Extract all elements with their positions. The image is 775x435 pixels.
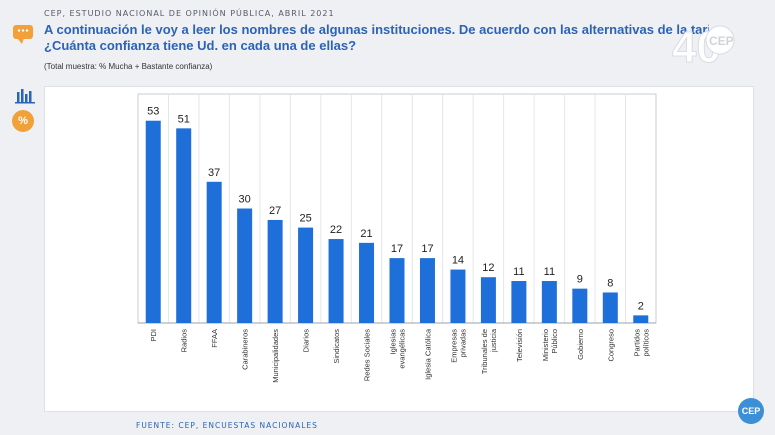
- bars-group: [145, 120, 649, 323]
- category-label: Redes Sociales: [363, 329, 372, 381]
- value-label: 17: [421, 243, 433, 255]
- category-label-text: Público: [550, 329, 559, 354]
- category-labels-group: PDI Radios FFAA Carabineros Municipalidades D…: [149, 328, 650, 383]
- category-label-text: Ministerio: [541, 329, 550, 361]
- category-label-text: Iglesia Católica: [423, 328, 432, 380]
- category-label-text: privadas: [458, 329, 467, 358]
- bar-municipalidades: [267, 219, 283, 323]
- logo-brand: CEP: [709, 34, 734, 48]
- category-label-text: Televisión: [515, 329, 524, 362]
- category-label: Televisión: [515, 329, 524, 362]
- category-label: Iglesias evangélicas: [389, 329, 407, 369]
- value-label: 2: [638, 300, 644, 312]
- category-label-text: Gobierno: [576, 329, 585, 360]
- category-label-text: FFAA: [210, 329, 219, 348]
- bar-congreso: [602, 292, 618, 323]
- category-label-text: Iglesias: [389, 329, 398, 355]
- value-label: 11: [544, 266, 555, 278]
- category-label: Gobierno: [576, 329, 585, 360]
- value-label: 17: [391, 243, 403, 255]
- category-label-text: Empresas: [449, 329, 458, 363]
- bar-tribunales-de-justicia: [480, 277, 496, 323]
- question-line-1: A continuación le voy a leer los nombres…: [44, 22, 709, 37]
- chat-bubble-icon: [13, 25, 33, 44]
- category-label-text: Radios: [180, 329, 189, 353]
- question-line-2: ¿Cuánta confianza tiene Ud. en cada una …: [44, 38, 357, 53]
- bar-empresas-privadas: [450, 269, 466, 323]
- cep-40-anniversary-logo: 40 CEP: [672, 23, 735, 73]
- category-label: Ministerio Público: [541, 329, 559, 361]
- bar-iglesia-cat-lica: [419, 258, 435, 323]
- value-label: 8: [607, 277, 613, 289]
- footer-source: FUENTE: CEP, ENCUESTAS NACIONALES: [136, 421, 318, 430]
- bar-pdi: [145, 120, 161, 323]
- bar-chart-icon[interactable]: [14, 88, 36, 104]
- bar-partidos-pol-ticos: [633, 315, 649, 323]
- value-label: 27: [269, 205, 281, 217]
- value-labels-group: 53 51 37 30 27 25 22 21 17 17 14 12 11 11 9 8 2: [147, 106, 644, 313]
- category-label-text: Sindicatos: [332, 329, 341, 364]
- bar-sindicatos: [328, 239, 344, 323]
- category-label: PDI: [149, 329, 158, 342]
- value-label: 9: [577, 274, 583, 286]
- category-label-text: Congreso: [606, 329, 615, 362]
- value-label: 11: [513, 266, 524, 278]
- category-label-text: Tribunales de: [480, 329, 489, 374]
- value-label: 12: [482, 262, 494, 274]
- question-title: A continuación le voy a leer los nombres…: [44, 22, 709, 54]
- value-label: 51: [178, 113, 190, 125]
- category-label-text: Diarios: [302, 329, 311, 353]
- category-label: Tribunales de justicia: [480, 328, 498, 374]
- bar-iglesias-evang-licas: [389, 258, 405, 323]
- category-label-text: PDI: [149, 329, 158, 342]
- category-label: Municipalidades: [271, 329, 280, 383]
- bar-radios: [176, 128, 192, 323]
- bar-ffaa: [206, 181, 222, 323]
- bar-gobierno: [572, 288, 588, 323]
- value-label: 37: [208, 167, 220, 179]
- category-label: Carabineros: [241, 329, 250, 370]
- bar-diarios: [298, 227, 314, 323]
- category-label-text: Municipalidades: [271, 329, 280, 383]
- cep-badge-button[interactable]: CEP: [738, 398, 764, 424]
- category-label: Sindicatos: [332, 329, 341, 364]
- category-label-text: justicia: [489, 328, 498, 353]
- bar-chart: 53 51 37 30 27 25 22 21 17 17 14 12 11 11 9 8 2 PDI Radio…: [137, 93, 657, 383]
- sample-note: (Total muestra: % Mucha + Bastante confi…: [44, 62, 213, 71]
- category-label: Partidos políticos: [632, 329, 650, 357]
- category-label-text: Partidos: [632, 329, 641, 357]
- percent-toggle-button[interactable]: %: [12, 110, 34, 132]
- category-label-text: Redes Sociales: [363, 329, 372, 381]
- category-label: Radios: [180, 329, 189, 353]
- category-label: FFAA: [210, 329, 219, 348]
- chart-panel: 53 51 37 30 27 25 22 21 17 17 14 12 11 11 9 8 2 PDI Radio…: [44, 86, 754, 412]
- category-label: Iglesia Católica: [423, 328, 432, 380]
- value-label: 22: [330, 224, 342, 236]
- category-label-text: políticos: [641, 329, 650, 357]
- value-label: 30: [239, 194, 251, 206]
- value-label: 21: [360, 228, 372, 240]
- value-label: 53: [147, 106, 159, 118]
- value-label: 14: [452, 255, 464, 267]
- category-label-text: evangélicas: [398, 329, 407, 369]
- bar-carabineros: [237, 208, 253, 323]
- bar-redes-sociales: [359, 242, 375, 323]
- category-label-text: Carabineros: [241, 329, 250, 370]
- value-label: 25: [299, 213, 311, 225]
- bar-ministerio-p-blico: [541, 281, 557, 323]
- bar-televisi-n: [511, 281, 527, 323]
- category-label: Diarios: [302, 329, 311, 353]
- survey-source-line: CEP, ESTUDIO NACIONAL DE OPINIÓN PÚBLICA…: [44, 9, 335, 18]
- category-label: Congreso: [606, 329, 615, 362]
- category-label: Empresas privadas: [449, 329, 467, 363]
- vertical-gridlines: [167, 94, 627, 323]
